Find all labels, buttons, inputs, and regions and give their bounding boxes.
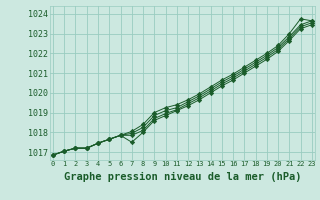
X-axis label: Graphe pression niveau de la mer (hPa): Graphe pression niveau de la mer (hPa) <box>64 172 301 182</box>
